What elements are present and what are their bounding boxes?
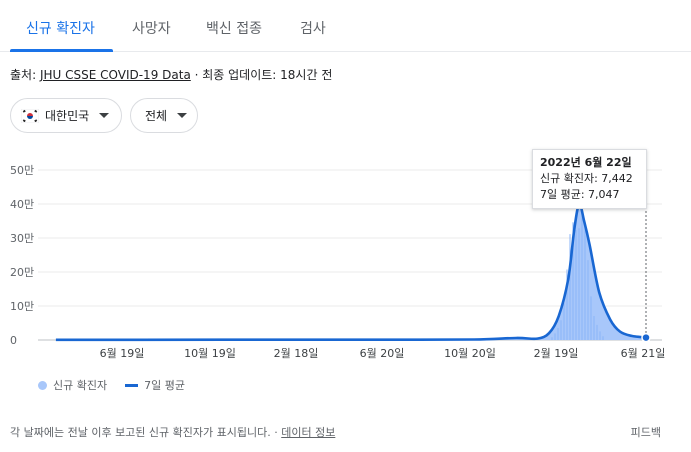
- new-cases-area: [55, 203, 646, 340]
- x-tick-label: 6월 21일: [621, 346, 666, 360]
- y-tick-label: 20만: [10, 266, 34, 279]
- chart-tooltip: 2022년 6월 22일 신규 확진자: 7,442 7일 평균: 7,047: [532, 149, 647, 209]
- x-tick-label: 6월 20일: [360, 346, 405, 360]
- source-prefix: 출처:: [10, 68, 40, 82]
- south-korea-flag-icon: [21, 108, 39, 123]
- chevron-down-icon: [177, 113, 188, 118]
- tooltip-date: 2022년 6월 22일: [540, 156, 632, 169]
- bar-legend-swatch: [38, 380, 47, 390]
- tab-tests[interactable]: 검사: [300, 21, 326, 37]
- x-tick-label: 10월 20일: [444, 346, 496, 360]
- tab-deaths[interactable]: 사망자: [132, 21, 171, 37]
- line-legend-swatch: [125, 383, 139, 387]
- tooltip-new-cases: 신규 확진자: 7,442: [540, 172, 633, 185]
- y-tick-label: 10만: [10, 300, 34, 313]
- footer-note: 각 날짜에는 전날 이후 보고된 신규 확진자가 표시됩니다. · 데이터 정보: [10, 424, 335, 440]
- period-label: 전체: [145, 109, 168, 123]
- x-tick-label: 2월 18일: [274, 346, 319, 360]
- y-tick-label: 0: [10, 334, 17, 347]
- source-link[interactable]: JHU CSSE COVID-19 Data: [39, 68, 191, 82]
- y-tick-label: 40만: [10, 198, 34, 211]
- region-label: 대한민국: [45, 109, 90, 123]
- cases-chart[interactable]: 0 10만 20만 30만 40만 50만 6월 19일 10월 19일 2월 18일 6월 2…: [0, 145, 691, 370]
- tab-vaccination[interactable]: 백신 접종: [206, 21, 262, 37]
- x-axis: 6월 19일 10월 19일 2월 18일 6월 20일 10월 20일 2월 19일 6월…: [100, 346, 666, 360]
- chevron-down-icon: [99, 113, 110, 118]
- region-dropdown[interactable]: 대한민국: [10, 98, 122, 133]
- x-tick-label: 6월 19일: [100, 346, 145, 360]
- y-axis: 0 10만 20만 30만 40만 50만: [10, 164, 34, 347]
- y-tick-label: 30만: [10, 232, 34, 245]
- footer-separator: ·: [270, 426, 282, 439]
- tooltip-avg: 7일 평균: 7,047: [540, 188, 620, 201]
- source-line: 출처: JHU CSSE COVID-19 Data · 최종 업데이트: 18…: [10, 66, 332, 83]
- chart-legend: 신규 확진자 7일 평균: [38, 377, 185, 393]
- last-updated: · 최종 업데이트: 18시간 전: [190, 68, 333, 82]
- data-info-link[interactable]: 데이터 정보: [281, 426, 336, 439]
- seven-day-average-line: [55, 202, 647, 342]
- period-dropdown[interactable]: 전체: [130, 98, 198, 133]
- line-legend-label: 7일 평균: [144, 379, 185, 392]
- hover-point: [641, 332, 651, 343]
- y-tick-label: 50만: [10, 164, 34, 177]
- feedback-link[interactable]: 피드백: [630, 426, 661, 439]
- tab-new-cases[interactable]: 신규 확진자: [26, 21, 95, 37]
- active-tab-indicator: [10, 49, 113, 52]
- footer-text: 각 날짜에는 전날 이후 보고된 신규 확진자가 표시됩니다.: [10, 426, 271, 439]
- tab-bar: 신규 확진자 사망자 백신 접종 검사: [0, 0, 691, 52]
- x-tick-label: 2월 19일: [534, 346, 579, 360]
- bar-legend-label: 신규 확진자: [53, 379, 108, 392]
- x-tick-label: 10월 19일: [184, 346, 236, 360]
